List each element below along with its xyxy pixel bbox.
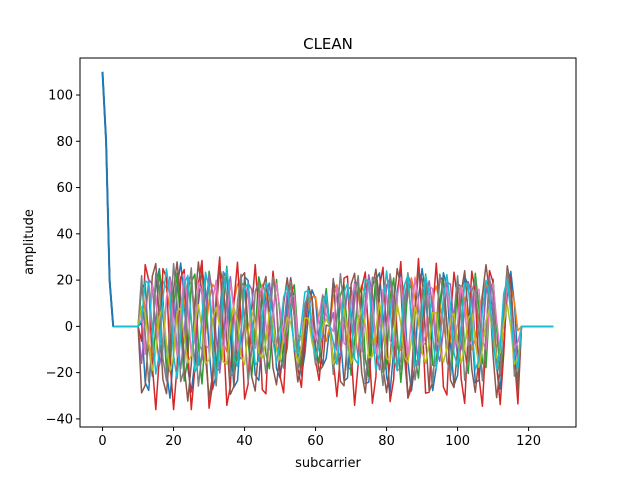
x-tick-label: 0 — [98, 434, 106, 449]
x-tick-label: 80 — [378, 434, 395, 449]
series-layer — [101, 71, 554, 411]
chart-title: CLEAN — [303, 35, 353, 53]
x-tick-label: 20 — [165, 434, 182, 449]
x-tick-label: 40 — [236, 434, 253, 449]
y-tick-label: 60 — [56, 181, 73, 196]
y-tick-label: 0 — [65, 320, 73, 335]
y-tick-label: 80 — [56, 135, 73, 150]
y-tick-label: 100 — [48, 89, 73, 104]
x-tick-label: 60 — [307, 434, 324, 449]
plot-frame — [79, 57, 577, 428]
tick-layer: 0 20 40 60 80 100 120 −40 −20 0 20 40 60 80 100 — [46, 89, 541, 449]
y-tick-label: −40 — [46, 412, 73, 427]
y-tick-label: 20 — [56, 274, 73, 289]
y-axis-label: amplitude — [22, 209, 37, 275]
x-tick-label: 100 — [445, 434, 470, 449]
x-tick-label: 120 — [516, 434, 541, 449]
y-tick-label: −20 — [46, 366, 73, 381]
series-line-7 — [101, 71, 554, 359]
series-line-10 — [101, 71, 554, 380]
y-tick-label: 40 — [56, 227, 73, 242]
dc-spike-line — [101, 71, 115, 327]
x-axis-label: subcarrier — [295, 456, 361, 471]
